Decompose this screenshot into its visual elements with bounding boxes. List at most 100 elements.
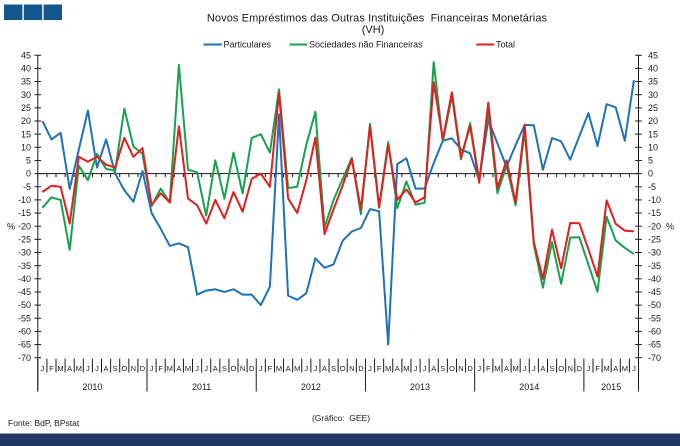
svg-text:-65: -65 [18,340,31,350]
svg-text:-25: -25 [648,234,661,244]
svg-text:J: J [368,364,372,373]
svg-text:A: A [213,364,218,373]
svg-text:N: N [131,364,136,373]
svg-text:M: M [604,364,610,373]
svg-text:-10: -10 [648,195,661,205]
svg-text:2010: 2010 [82,382,102,392]
svg-text:F: F [377,364,382,373]
svg-text:M: M [167,364,173,373]
svg-text:M: M [76,364,82,373]
svg-text:%: % [7,221,15,231]
svg-text:10: 10 [21,142,31,152]
svg-text:J: J [314,364,318,373]
svg-text:Fonte: BdP, BPstat: Fonte: BdP, BPstat [8,418,80,428]
svg-text:0: 0 [648,169,653,179]
svg-text:-15: -15 [18,208,31,218]
svg-text:-35: -35 [648,261,661,271]
svg-text:25: 25 [648,103,658,113]
svg-text:Total: Total [496,40,515,50]
svg-text:30: 30 [648,90,658,100]
svg-text:S: S [331,364,336,373]
svg-text:Particulares: Particulares [224,40,272,50]
svg-text:2011: 2011 [192,382,211,392]
svg-text:5: 5 [26,156,31,166]
svg-text:-70: -70 [648,353,661,363]
svg-text:N: N [349,364,354,373]
svg-text:M: M [513,364,519,373]
svg-text:J: J [423,364,427,373]
svg-text:J: J [414,364,418,373]
svg-text:20: 20 [21,116,31,126]
svg-text:J: J [86,364,90,373]
svg-text:-45: -45 [18,287,31,297]
svg-text:O: O [449,364,455,373]
svg-text:M: M [276,364,282,373]
svg-text:(Gráfico: GEE): (Gráfico: GEE) [312,413,370,423]
svg-text:J: J [532,364,536,373]
svg-text:-60: -60 [648,327,661,337]
svg-text:Novos Empréstimos das Outras I: Novos Empréstimos das Outras Instituiçõe… [207,13,548,25]
svg-text:45: 45 [21,50,31,60]
svg-text:35: 35 [21,77,31,87]
svg-text:10: 10 [648,142,658,152]
svg-text:M: M [57,364,63,373]
svg-text:F: F [49,364,54,373]
svg-text:J: J [259,364,263,373]
svg-text:D: D [140,364,146,373]
svg-text:A: A [104,364,109,373]
svg-text:%: % [666,221,674,231]
svg-text:O: O [340,364,346,373]
svg-text:2013: 2013 [410,382,430,392]
svg-text:30: 30 [21,90,31,100]
svg-text:-50: -50 [648,300,661,310]
svg-text:-30: -30 [648,248,661,258]
svg-text:A: A [322,364,327,373]
svg-text:-5: -5 [648,182,656,192]
svg-text:A: A [431,364,436,373]
svg-text:J: J [304,364,308,373]
svg-text:-35: -35 [18,261,31,271]
svg-text:35: 35 [648,77,658,87]
svg-text:-20: -20 [648,221,661,231]
svg-text:A: A [286,364,291,373]
svg-text:J: J [477,364,481,373]
svg-text:J: J [150,364,154,373]
svg-text:-65: -65 [648,340,661,350]
svg-text:D: D [467,364,473,373]
svg-text:A: A [395,364,400,373]
svg-text:S: S [113,364,118,373]
svg-text:D: D [249,364,255,373]
svg-text:40: 40 [648,64,658,74]
svg-text:S: S [440,364,445,373]
svg-text:A: A [540,364,545,373]
svg-text:-10: -10 [18,195,31,205]
svg-text:O: O [558,364,564,373]
svg-text:N: N [458,364,463,373]
svg-text:M: M [385,364,391,373]
svg-text:20: 20 [648,116,658,126]
svg-text:25: 25 [21,103,31,113]
svg-text:2014: 2014 [519,382,539,392]
svg-text:M: M [494,364,500,373]
svg-text:-15: -15 [648,208,661,218]
svg-text:-55: -55 [648,313,661,323]
svg-text:45: 45 [648,50,658,60]
svg-text:0: 0 [26,169,31,179]
svg-text:N: N [568,364,573,373]
svg-text:M: M [294,364,300,373]
svg-text:2012: 2012 [301,382,321,392]
svg-text:Sociedades não Financeiras: Sociedades não Financeiras [309,40,423,50]
svg-text:J: J [587,364,591,373]
svg-text:F: F [486,364,491,373]
svg-text:15: 15 [21,129,31,139]
svg-text:-60: -60 [18,327,31,337]
svg-text:J: J [95,364,99,373]
svg-text:-45: -45 [648,287,661,297]
svg-text:M: M [403,364,409,373]
svg-text:D: D [358,364,364,373]
svg-text:M: M [622,364,628,373]
svg-text:15: 15 [648,129,658,139]
svg-text:J: J [632,364,636,373]
svg-text:(VH): (VH) [362,24,385,36]
svg-text:S: S [222,364,227,373]
